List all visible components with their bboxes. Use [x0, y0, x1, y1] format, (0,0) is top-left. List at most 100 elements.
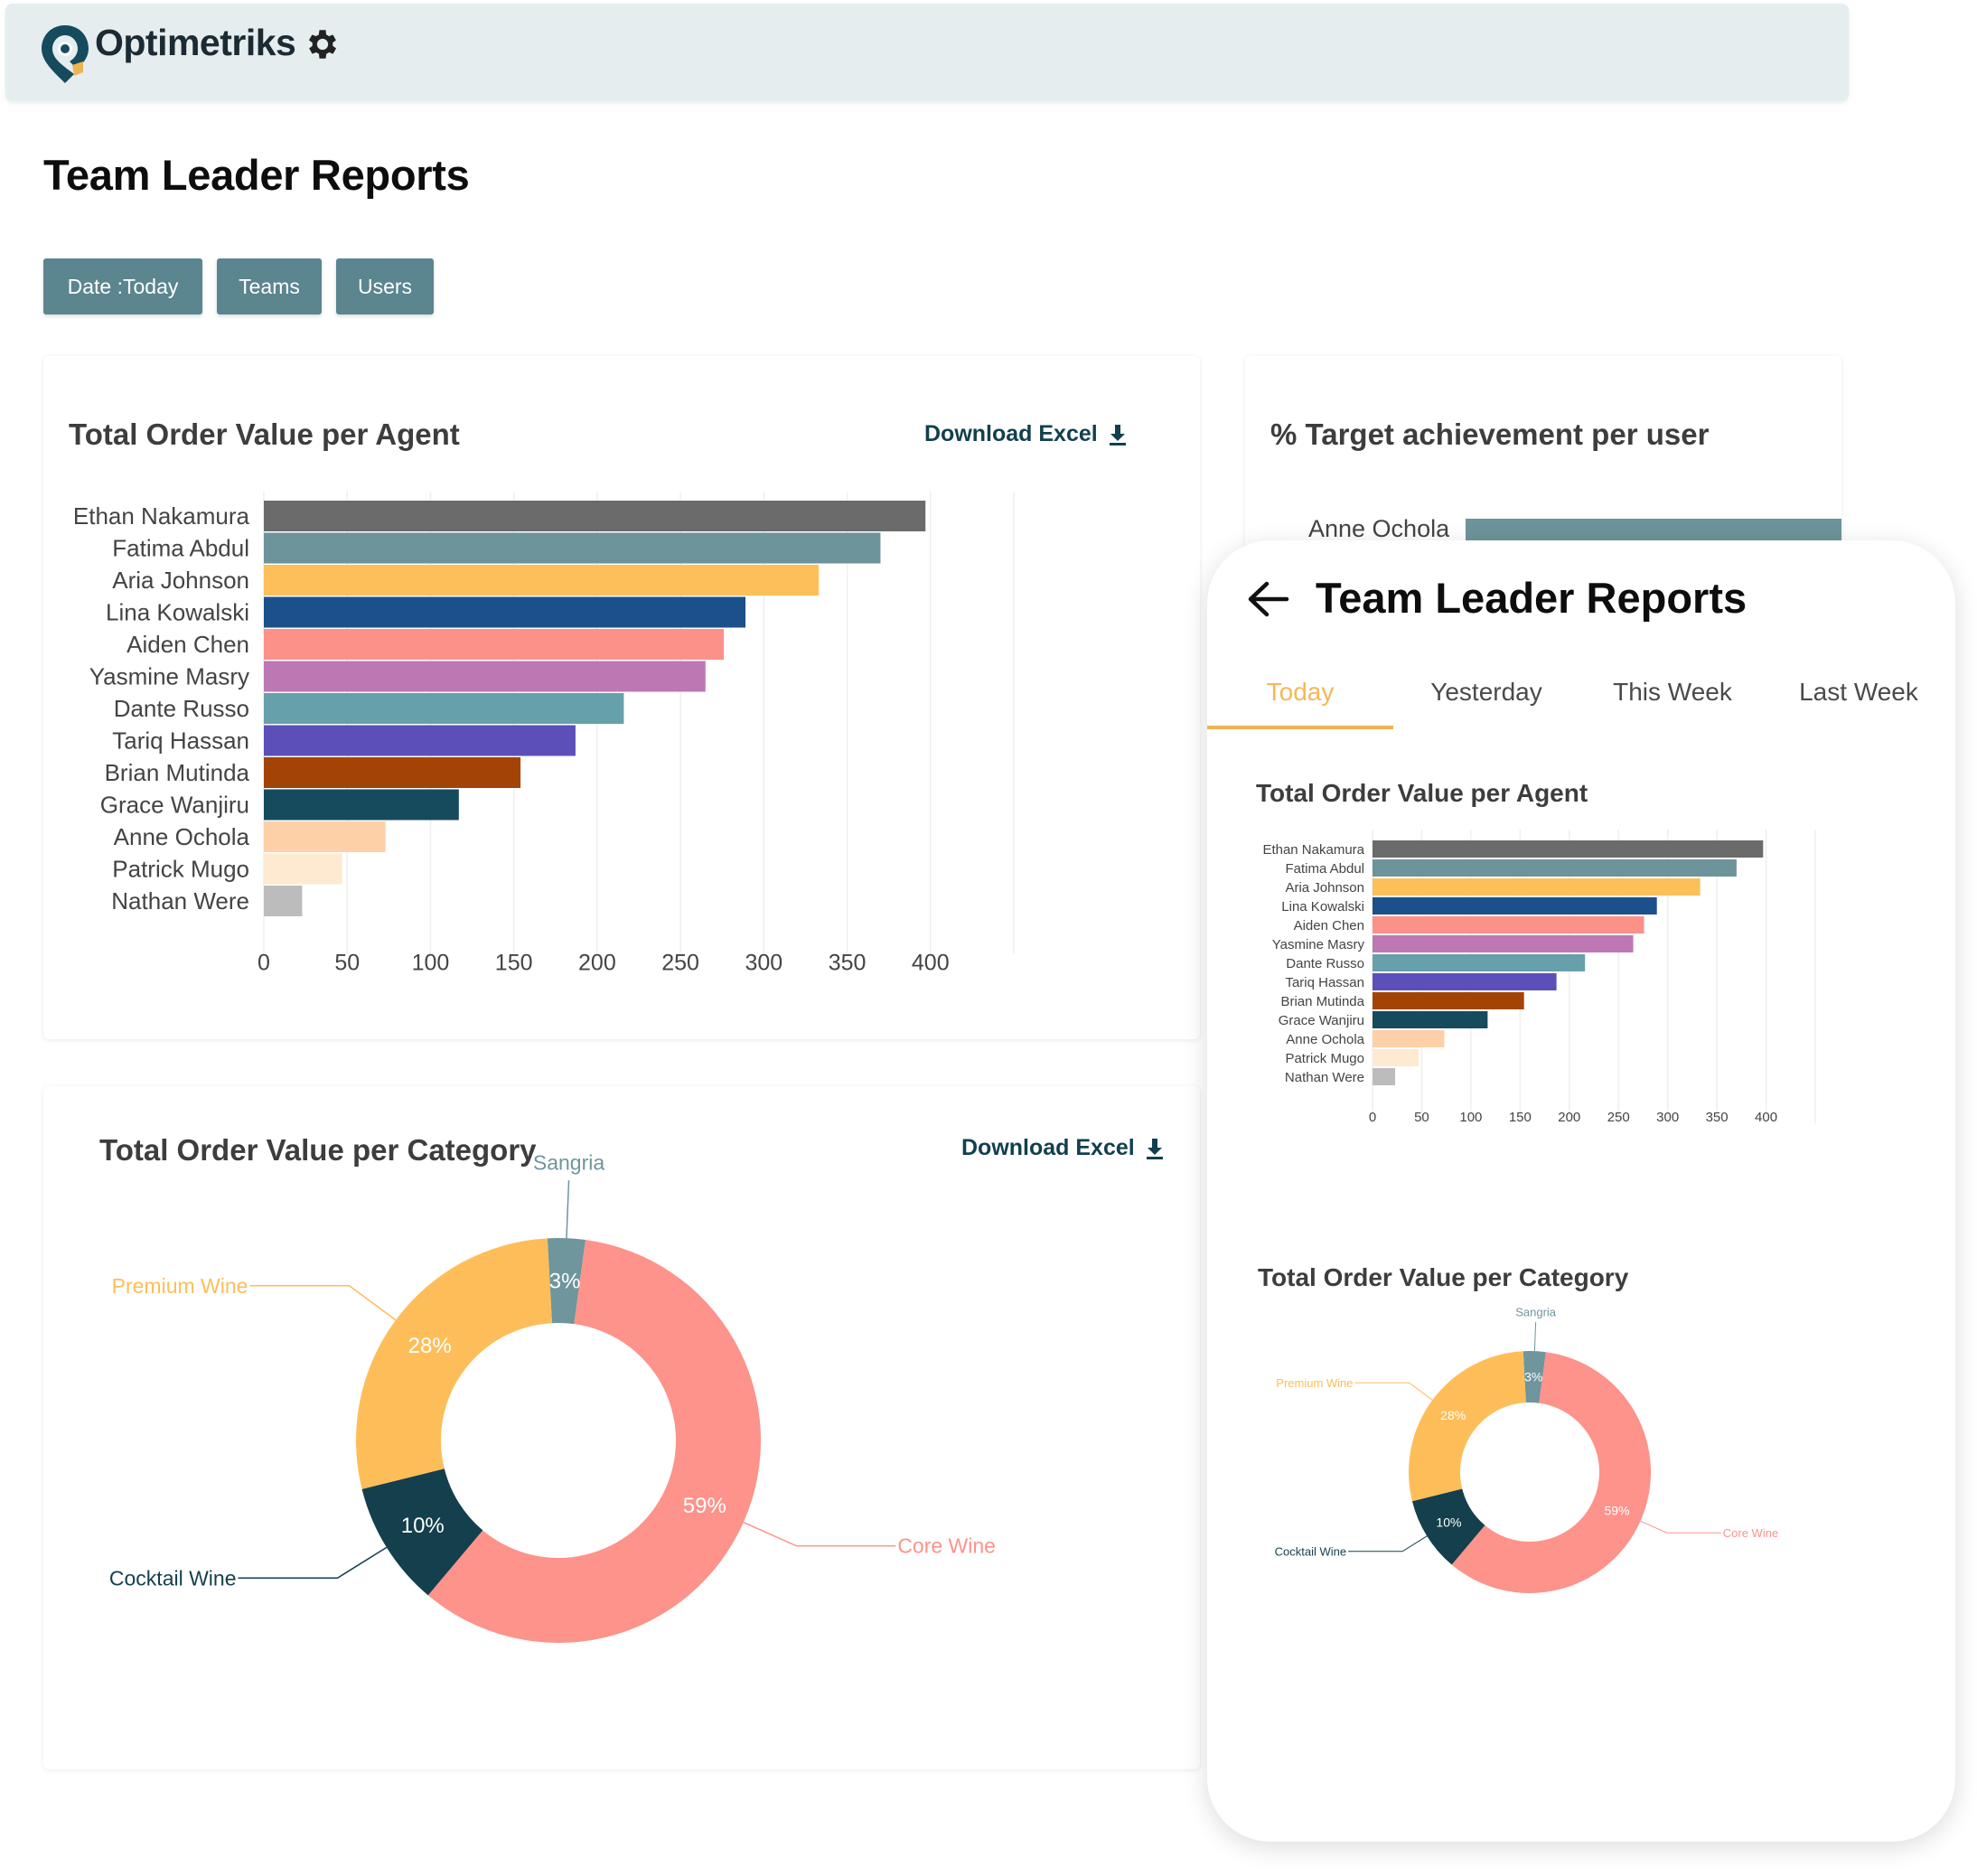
slice-name-label: Sangria [533, 1151, 604, 1175]
tab-yesterday[interactable]: Yesterday [1430, 678, 1542, 706]
brand-name: Optimetriks [95, 22, 296, 63]
donut-slice [1409, 1351, 1526, 1502]
tab-last-week[interactable]: Last Week [1799, 678, 1918, 706]
x-tick-label: 350 [829, 951, 867, 976]
download-excel-link[interactable]: Download Excel [924, 421, 1129, 447]
donut-slice [1451, 1352, 1651, 1593]
users-filter-button[interactable]: Users [336, 258, 434, 314]
x-tick-label: 350 [1706, 1110, 1729, 1125]
callout-line [238, 1546, 388, 1579]
bar-label: Yasmine Masry [1272, 937, 1365, 952]
mobile-screen: Team Leader Reports Today Yesterday This… [1207, 540, 1955, 1842]
bar [1373, 1068, 1396, 1085]
bar [1373, 878, 1701, 896]
download-icon [1146, 1138, 1163, 1159]
bar-label: Nathan Were [111, 887, 249, 915]
bar-label: Ethan Nakamura [73, 502, 250, 530]
bar [1373, 1030, 1445, 1047]
mobile-bar-chart: Ethan Nakamura Fatima Abdul Aria Johnson Li… [1262, 830, 1816, 1125]
download-icon [1109, 424, 1126, 446]
x-tick-label: 200 [578, 951, 616, 976]
active-tab-indicator [1207, 726, 1393, 729]
x-tick-label: 0 [258, 951, 270, 976]
x-tick-label: 300 [1656, 1110, 1679, 1125]
teams-filter-button[interactable]: Teams [217, 258, 322, 314]
bar-chart: Ethan Nakamura Fatima Abdul Aria Johnson Li… [73, 492, 1015, 976]
bar [264, 693, 624, 724]
slice-name-label: Sangria [1515, 1306, 1557, 1319]
bar [264, 661, 706, 692]
donut-slice [1411, 1488, 1485, 1565]
bar [264, 757, 521, 788]
bar-label: Aria Johnson [112, 567, 249, 594]
bar-label: Aria Johnson [1285, 880, 1364, 896]
mobile-order-title: Total Order Value per Agent [1256, 779, 1588, 807]
x-tick-label: 100 [412, 951, 450, 976]
download-excel-label: Download Excel [924, 421, 1098, 446]
bar [1373, 954, 1586, 971]
bar [264, 532, 881, 564]
x-tick-label: 300 [745, 951, 782, 976]
slice-percent-label: 28% [408, 1334, 452, 1358]
bar-label: Grace Wanjiru [100, 792, 249, 819]
donut-chart: 3% 59% 10% 28% Sangria Core Wine Cocktail Wine… [109, 1151, 996, 1643]
target-achievement-card: % Target achievement per user Anne Ochol… [1245, 356, 1841, 573]
date-filter-button[interactable]: Date :Today [43, 258, 202, 314]
bar-label: Patrick Mugo [112, 856, 249, 883]
bar [1373, 935, 1634, 952]
bar [264, 886, 303, 916]
slice-percent-label: 10% [1436, 1515, 1461, 1530]
x-tick-label: 200 [1558, 1110, 1580, 1125]
slice-name-label: Cocktail Wine [109, 1566, 237, 1590]
slice-name-label: Premium Wine [1276, 1376, 1353, 1390]
bar [264, 596, 746, 628]
slice-name-label: Core Wine [1723, 1526, 1778, 1540]
x-tick-label: 250 [661, 951, 699, 976]
bar [264, 565, 820, 596]
bar [1373, 1011, 1488, 1028]
tab-today[interactable]: Today [1266, 678, 1335, 706]
bar [264, 629, 725, 660]
x-tick-label: 250 [1607, 1110, 1630, 1125]
bar-label: Lina Kowalski [106, 599, 249, 626]
bar [264, 501, 926, 531]
page-title: Team Leader Reports [43, 151, 470, 199]
callout-line [1348, 1535, 1428, 1552]
donut-slice [1523, 1351, 1546, 1403]
order-value-card: Total Order Value per Agent Download Exc… [43, 356, 1200, 1039]
gear-icon[interactable] [304, 25, 342, 63]
bar [1373, 916, 1644, 933]
bar-label: Tariq Hassan [112, 727, 249, 755]
slice-percent-label: 28% [1440, 1408, 1466, 1422]
download-excel-link-category[interactable]: Download Excel [961, 1135, 1166, 1161]
slice-name-label: Core Wine [897, 1534, 996, 1558]
x-tick-label: 150 [495, 951, 533, 976]
bar [1373, 897, 1657, 915]
slice-percent-label: 10% [401, 1514, 445, 1538]
callout-line [1533, 1322, 1537, 1352]
x-tick-label: 150 [1509, 1110, 1532, 1125]
x-tick-label: 50 [334, 951, 360, 976]
bar [1373, 973, 1557, 990]
target-achievement-title: % Target achievement per user [1270, 417, 1710, 451]
callout-line [1354, 1382, 1433, 1401]
category-card: Total Order Value per Category Download … [43, 1086, 1200, 1769]
bar [264, 789, 459, 821]
bar [1373, 840, 1764, 858]
bar-label: Anne Ochola [1286, 1032, 1364, 1047]
bar-label: Grace Wanjiru [1279, 1013, 1364, 1028]
back-arrow-icon[interactable] [1247, 580, 1290, 618]
bar [1373, 1049, 1420, 1066]
optimetriks-logo-icon[interactable] [38, 22, 94, 87]
target-row-label: Anne Ochola [1308, 515, 1450, 542]
slice-percent-label: 59% [683, 1494, 726, 1518]
tab-this-week[interactable]: This Week [1613, 678, 1732, 706]
bar [1373, 859, 1737, 877]
bar-label: Tariq Hassan [1285, 975, 1364, 990]
callout-line [566, 1180, 570, 1239]
bar-label: Anne Ochola [114, 823, 250, 850]
bar-label: Ethan Nakamura [1262, 842, 1364, 858]
x-tick-label: 400 [912, 951, 950, 976]
download-excel-label: Download Excel [961, 1135, 1135, 1160]
bar-label: Aiden Chen [1294, 918, 1364, 933]
